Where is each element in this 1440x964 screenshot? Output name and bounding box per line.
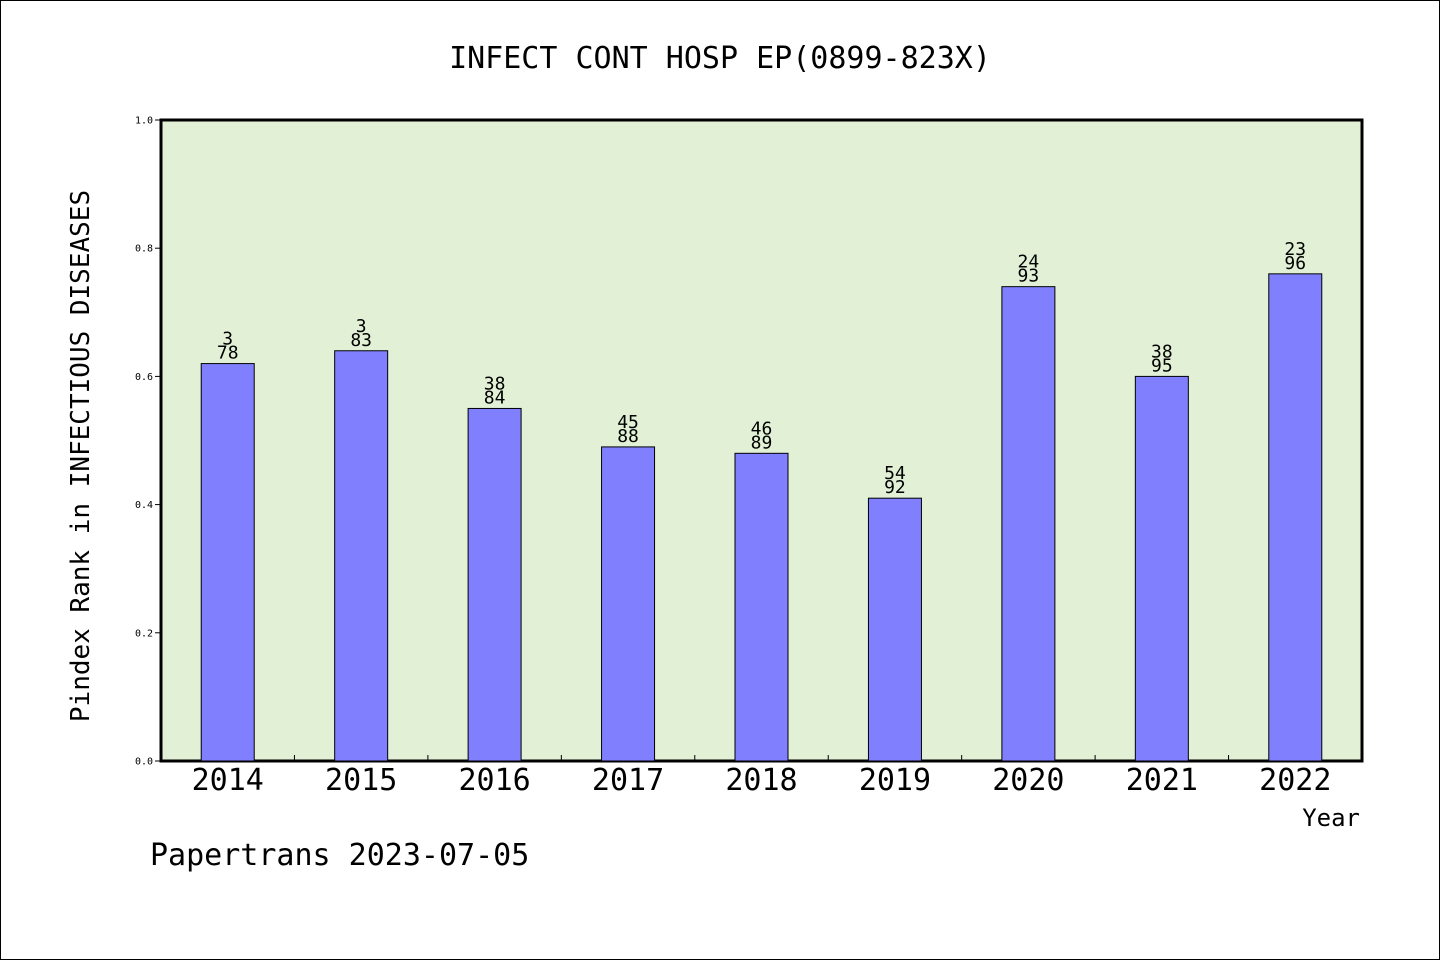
- bar-rank-label: 46: [751, 418, 773, 439]
- bar-2014: [200, 363, 255, 762]
- y-tick-label: 1.0: [135, 116, 153, 127]
- y-tick-label: 0.0: [135, 757, 153, 768]
- y-axis-label: Pindex Rank in INFECTIOUS DISEASES: [66, 190, 96, 722]
- bar-rank-label: 54: [884, 463, 906, 484]
- bar-2022: [1268, 273, 1323, 762]
- bar-total-label: 92: [884, 477, 906, 498]
- bar-2016: [467, 407, 522, 762]
- bar-total-label: 78: [217, 343, 239, 364]
- chart-title: INFECT CONT HOSP EP(0899-823X): [449, 41, 991, 76]
- bar-2019: [867, 497, 922, 762]
- bar-total-label: 84: [484, 387, 506, 408]
- bar-total-label: 93: [1018, 266, 1040, 287]
- x-tick-label: 2020: [992, 763, 1064, 798]
- x-tick-label: 2018: [725, 763, 797, 798]
- y-tick-label: 0.2: [135, 628, 153, 639]
- bar-total-label: 95: [1151, 355, 1173, 376]
- y-tick-label: 0.4: [135, 500, 153, 511]
- bar-2020: [1001, 286, 1056, 762]
- bar-rank-label: 38: [484, 373, 506, 394]
- y-tick-label: 0.6: [135, 372, 153, 383]
- bar-rank-label: 45: [617, 412, 639, 433]
- bar-2015: [334, 350, 389, 762]
- bar-total-label: 83: [350, 330, 372, 351]
- y-tick-label: 0.8: [135, 244, 153, 255]
- bar-total-label: 96: [1284, 253, 1306, 274]
- bar-2017: [601, 446, 656, 762]
- x-tick-label: 2014: [192, 763, 264, 798]
- x-tick-label: 2021: [1126, 763, 1198, 798]
- x-tick-label: 2019: [859, 763, 931, 798]
- footer-credit: Papertrans 2023-07-05: [150, 838, 529, 873]
- bar-2018: [734, 452, 789, 762]
- x-tick-label: 2017: [592, 763, 664, 798]
- x-axis-ticks: 2014 2015 2016 2017 2018 2019 2020 2021 2022: [192, 755, 1331, 798]
- bar-2021: [1134, 375, 1189, 762]
- bar-total-label: 88: [617, 426, 639, 447]
- x-axis-label: Year: [1302, 804, 1360, 832]
- bar-rank-label: 3: [356, 316, 367, 337]
- bar-rank-label: 3: [222, 329, 233, 350]
- y-axis-ticks: 0.0 0.2 0.4 0.6 0.8 1.0: [135, 116, 161, 768]
- bar-rank-label: 24: [1018, 252, 1040, 273]
- bar-rank-label: 38: [1151, 341, 1173, 362]
- bar-total-label: 89: [751, 432, 773, 453]
- x-tick-label: 2015: [325, 763, 397, 798]
- x-tick-label: 2022: [1259, 763, 1331, 798]
- bar-rank-label: 23: [1284, 239, 1306, 260]
- x-tick-label: 2016: [458, 763, 530, 798]
